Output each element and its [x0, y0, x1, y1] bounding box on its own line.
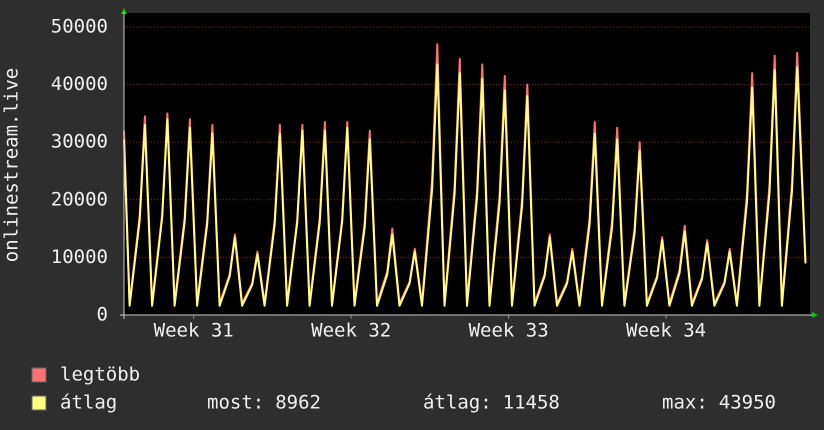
y-tick-label: 10000 [51, 246, 108, 268]
y-tick-label: 50000 [51, 16, 108, 38]
stat-label: max: [662, 392, 708, 414]
y-tick-label: 0 [97, 304, 108, 326]
legend-swatch [31, 367, 47, 383]
legend-label: legtöbb [60, 364, 140, 386]
y-axis-label: onlinestream.live [1, 68, 23, 262]
x-tick-label: Week 34 [626, 320, 706, 342]
axis-arrow [121, 8, 127, 14]
y-tick-label: 40000 [51, 73, 108, 95]
stat-value: 11458 [503, 392, 560, 414]
stat-label: átlag: [423, 392, 492, 414]
legend-label: átlag [60, 392, 117, 414]
legend-swatch [31, 395, 47, 411]
series-line [123, 63, 807, 307]
stat-label: most: [207, 392, 264, 414]
stat-value: 8962 [275, 392, 321, 414]
y-tick-label: 20000 [51, 188, 108, 210]
y-tick-label: 30000 [51, 131, 108, 153]
stat-value: 43950 [719, 392, 776, 414]
x-tick-label: Week 31 [154, 320, 234, 342]
x-tick-label: Week 32 [311, 320, 391, 342]
axis-arrow [812, 312, 818, 318]
x-tick-label: Week 33 [469, 320, 549, 342]
